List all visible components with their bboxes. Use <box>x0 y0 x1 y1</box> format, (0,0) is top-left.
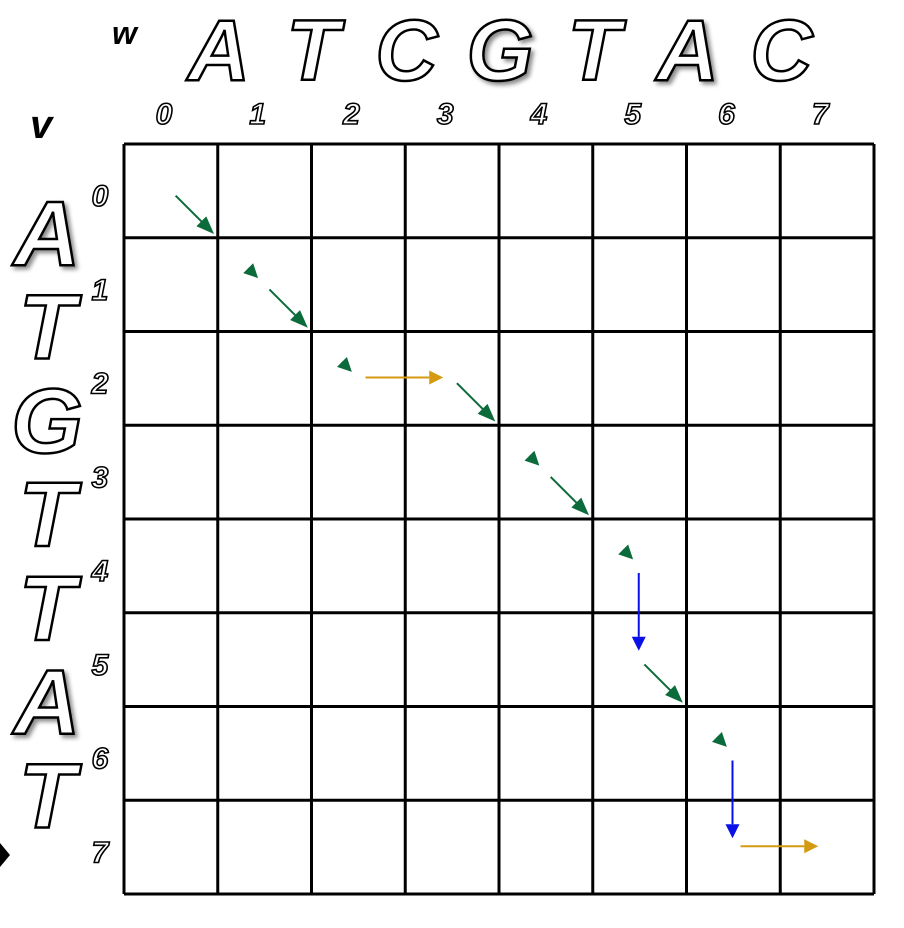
v-sequence-letter: A <box>12 183 80 285</box>
row-indices: 0 1 2 3 4 5 6 7 <box>90 179 111 870</box>
v-sequence-letter: T <box>19 558 82 660</box>
path-step-match <box>643 663 727 747</box>
row-index: 2 <box>91 368 109 401</box>
v-sequence-letter: A <box>12 652 80 754</box>
row-index: 3 <box>92 461 109 494</box>
path-step-deletion <box>725 760 740 839</box>
w-sequence-letter: T <box>286 3 345 99</box>
path-step-deletion <box>631 573 646 651</box>
column-index: 3 <box>437 98 454 131</box>
row-index: 1 <box>92 274 109 307</box>
path-step-match <box>174 194 259 279</box>
column-indices: 0 1 2 3 4 5 6 7 <box>155 97 831 132</box>
alignment-path <box>174 194 819 854</box>
v-label: v <box>30 103 55 147</box>
v-sequence-letter: T <box>19 277 82 379</box>
w-sequence-letter: G <box>467 3 534 99</box>
w-label: w <box>112 15 139 51</box>
path-step-match <box>456 382 540 466</box>
grid <box>122 142 876 896</box>
row-index: 4 <box>91 555 109 588</box>
path-step-insertion <box>740 839 819 854</box>
w-sequence-letter: C <box>375 3 439 99</box>
row-index: 6 <box>92 743 109 776</box>
column-index: 6 <box>718 98 735 131</box>
v-sequence-letter: T <box>19 464 82 566</box>
column-index: 2 <box>342 98 360 131</box>
column-index: 4 <box>530 98 548 131</box>
v-sequence-letter: T <box>19 745 82 847</box>
w-sequence-letter: A <box>655 3 719 99</box>
v-sequence-letter: G <box>11 370 83 472</box>
column-index: 7 <box>812 98 830 131</box>
row-index: 5 <box>92 649 110 682</box>
w-sequence-letter: C <box>750 3 814 99</box>
w-sequence-letter: A <box>186 3 250 99</box>
path-step-match <box>268 288 352 372</box>
row-index: 7 <box>92 836 110 869</box>
column-index: 1 <box>249 98 266 131</box>
row-index: 0 <box>92 180 109 213</box>
column-index: 5 <box>624 98 642 131</box>
path-step-match <box>549 476 634 560</box>
row-marker-icon <box>0 843 10 867</box>
path-step-insertion <box>365 370 444 385</box>
w-sequence-letter: T <box>568 3 627 99</box>
column-index: 0 <box>156 98 173 131</box>
